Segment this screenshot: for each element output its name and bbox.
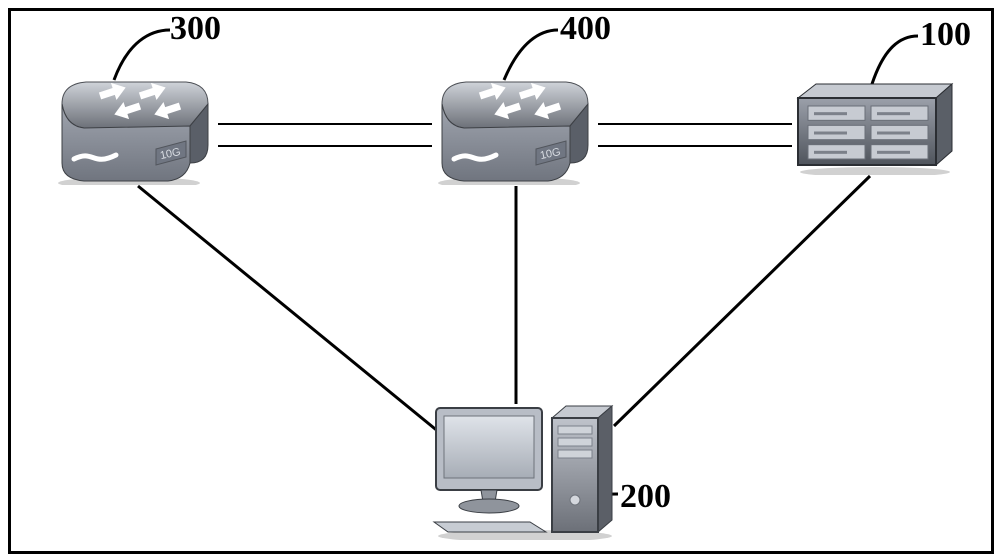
switch-switch400: 10G [430,70,600,185]
link-line [614,176,870,426]
callout-curve [872,36,918,84]
switch-switch300: 10G [50,70,220,185]
server-server100 [790,80,960,175]
label-100: 100 [920,16,971,54]
label-400: 400 [560,10,611,48]
pc-pc200 [430,400,620,540]
label-200: 200 [620,478,671,516]
link-line [138,186,456,446]
label-300: 300 [170,10,221,48]
diagram-canvas: 10G 10G 300 400 100 200 [0,0,1000,556]
